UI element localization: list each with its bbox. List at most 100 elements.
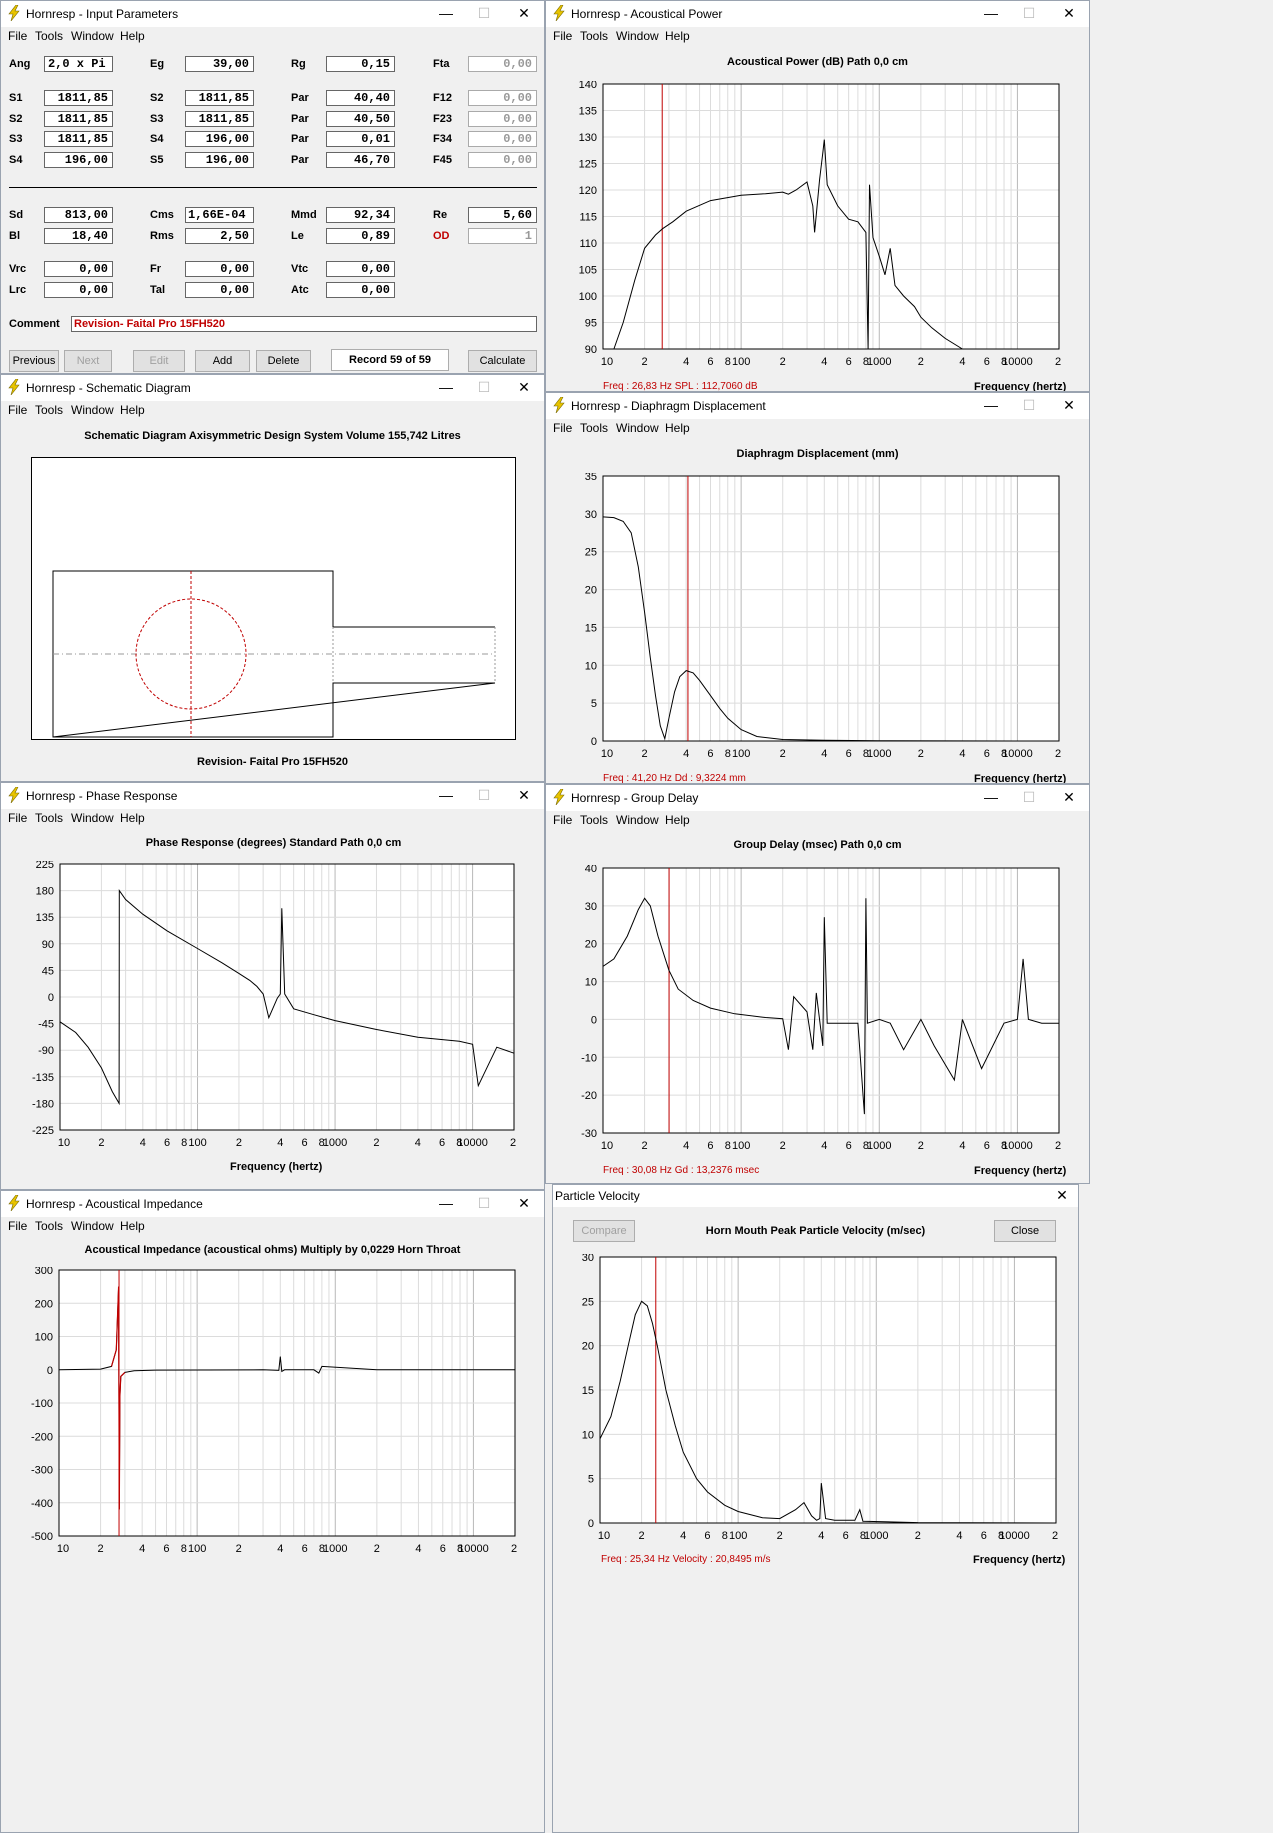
param-field-cms[interactable]: 1,66E-04 xyxy=(185,207,254,223)
param-field-s3[interactable]: 1811,85 xyxy=(44,131,113,147)
menu-window[interactable]: Window xyxy=(71,29,114,43)
param-field-atc[interactable]: 0,00 xyxy=(326,282,395,298)
param-field-le[interactable]: 0,89 xyxy=(326,228,395,244)
param-field-f45[interactable]: 0,00 xyxy=(468,152,537,168)
menu-window[interactable]: Window xyxy=(616,813,659,827)
param-field-ang[interactable]: 2,0 x Pi xyxy=(44,56,113,72)
menu-file[interactable]: File xyxy=(553,813,573,827)
menu-window[interactable]: Window xyxy=(71,811,114,825)
menu-tools[interactable]: Tools xyxy=(35,811,64,825)
param-field-vrc[interactable]: 0,00 xyxy=(44,261,113,277)
menu-file[interactable]: File xyxy=(8,1219,28,1233)
close-button[interactable]: ✕ xyxy=(518,5,530,21)
menu-file[interactable]: File xyxy=(553,29,573,43)
param-field-sd[interactable]: 813,00 xyxy=(44,207,113,223)
close-button[interactable]: ✕ xyxy=(518,787,530,803)
menu-help[interactable]: Help xyxy=(665,421,690,435)
minimize-button[interactable]: — xyxy=(439,787,453,803)
param-field-mmd[interactable]: 92,34 xyxy=(326,207,395,223)
title-bar[interactable]: Hornresp - Acoustical Impedance — ☐ ✕ xyxy=(1,1191,544,1217)
close-button[interactable]: ✕ xyxy=(518,379,530,395)
param-field-s3[interactable]: 1811,85 xyxy=(185,111,254,127)
add-button[interactable]: Add xyxy=(195,350,250,372)
maximize-button[interactable]: ☐ xyxy=(1022,789,1036,805)
param-field-eg[interactable]: 39,00 xyxy=(185,56,254,72)
minimize-button[interactable]: — xyxy=(439,379,453,395)
calculate-button[interactable]: Calculate xyxy=(468,350,537,372)
maximize-button[interactable]: ☐ xyxy=(1022,5,1036,21)
param-field-f12[interactable]: 0,00 xyxy=(468,90,537,106)
minimize-button[interactable]: — xyxy=(984,5,998,21)
edit-button[interactable]: Edit xyxy=(133,350,185,372)
param-field-s4[interactable]: 196,00 xyxy=(185,131,254,147)
menu-file[interactable]: File xyxy=(8,811,28,825)
menu-file[interactable]: File xyxy=(553,421,573,435)
menu-tools[interactable]: Tools xyxy=(35,403,64,417)
param-field-rg[interactable]: 0,15 xyxy=(326,56,395,72)
maximize-button[interactable]: ☐ xyxy=(477,5,491,21)
close-button[interactable]: ✕ xyxy=(518,1195,530,1211)
menu-help[interactable]: Help xyxy=(120,1219,145,1233)
title-bar[interactable]: Hornresp - Diaphragm Displacement — ☐ ✕ xyxy=(546,393,1089,419)
param-field-s1[interactable]: 1811,85 xyxy=(44,90,113,106)
param-field-bl[interactable]: 18,40 xyxy=(44,228,113,244)
maximize-button[interactable]: ☐ xyxy=(477,379,491,395)
menu-window[interactable]: Window xyxy=(71,1219,114,1233)
menu-file[interactable]: File xyxy=(8,403,28,417)
minimize-button[interactable]: — xyxy=(439,5,453,21)
menu-window[interactable]: Window xyxy=(616,421,659,435)
menu-window[interactable]: Window xyxy=(616,29,659,43)
title-bar[interactable]: Particle Velocity ✕ xyxy=(553,1185,1078,1207)
menu-window[interactable]: Window xyxy=(71,403,114,417)
minimize-button[interactable]: — xyxy=(439,1195,453,1211)
param-field-s2[interactable]: 1811,85 xyxy=(44,111,113,127)
param-field-f23[interactable]: 0,00 xyxy=(468,111,537,127)
menu-help[interactable]: Help xyxy=(120,403,145,417)
compare-button[interactable]: Compare xyxy=(573,1220,635,1242)
menu-help[interactable]: Help xyxy=(665,29,690,43)
close-button[interactable]: ✕ xyxy=(1056,1187,1068,1203)
menu-help[interactable]: Help xyxy=(120,29,145,43)
minimize-button[interactable]: — xyxy=(984,789,998,805)
param-field-s5[interactable]: 196,00 xyxy=(185,152,254,168)
maximize-button[interactable]: ☐ xyxy=(477,787,491,803)
menu-file[interactable]: File xyxy=(8,29,28,43)
param-field-s2[interactable]: 1811,85 xyxy=(185,90,254,106)
param-field-par[interactable]: 46,70 xyxy=(326,152,395,168)
param-field-fta[interactable]: 0,00 xyxy=(468,56,537,72)
menu-help[interactable]: Help xyxy=(665,813,690,827)
param-field-vtc[interactable]: 0,00 xyxy=(326,261,395,277)
title-bar[interactable]: Hornresp - Acoustical Power — ☐ ✕ xyxy=(546,1,1089,27)
title-bar[interactable]: Hornresp - Group Delay — ☐ ✕ xyxy=(546,785,1089,811)
comment-field[interactable]: Revision- Faital Pro 15FH520 xyxy=(71,316,537,332)
menu-tools[interactable]: Tools xyxy=(580,29,609,43)
menu-tools[interactable]: Tools xyxy=(580,421,609,435)
close-button[interactable]: ✕ xyxy=(1063,397,1075,413)
param-field-par[interactable]: 40,40 xyxy=(326,90,395,106)
maximize-button[interactable]: ☐ xyxy=(1022,397,1036,413)
minimize-button[interactable]: — xyxy=(984,397,998,413)
param-field-tal[interactable]: 0,00 xyxy=(185,282,254,298)
menu-help[interactable]: Help xyxy=(120,811,145,825)
param-field-par[interactable]: 40,50 xyxy=(326,111,395,127)
next-button[interactable]: Next xyxy=(64,350,112,372)
delete-button[interactable]: Delete xyxy=(256,350,311,372)
param-field-re[interactable]: 5,60 xyxy=(468,207,537,223)
close-dialog-button[interactable]: Close xyxy=(994,1220,1056,1242)
param-field-rms[interactable]: 2,50 xyxy=(185,228,254,244)
close-button[interactable]: ✕ xyxy=(1063,5,1075,21)
close-button[interactable]: ✕ xyxy=(1063,789,1075,805)
param-field-fr[interactable]: 0,00 xyxy=(185,261,254,277)
param-field-f34[interactable]: 0,00 xyxy=(468,131,537,147)
title-bar[interactable]: Hornresp - Input Parameters — ☐ ✕ xyxy=(1,1,544,27)
param-field-s4[interactable]: 196,00 xyxy=(44,152,113,168)
menu-tools[interactable]: Tools xyxy=(35,29,64,43)
param-field-lrc[interactable]: 0,00 xyxy=(44,282,113,298)
menu-tools[interactable]: Tools xyxy=(580,813,609,827)
menu-tools[interactable]: Tools xyxy=(35,1219,64,1233)
maximize-button[interactable]: ☐ xyxy=(477,1195,491,1211)
param-field-par[interactable]: 0,01 xyxy=(326,131,395,147)
title-bar[interactable]: Hornresp - Schematic Diagram — ☐ ✕ xyxy=(1,375,544,401)
title-bar[interactable]: Hornresp - Phase Response — ☐ ✕ xyxy=(1,783,544,809)
param-field-od[interactable]: 1 xyxy=(468,228,537,244)
